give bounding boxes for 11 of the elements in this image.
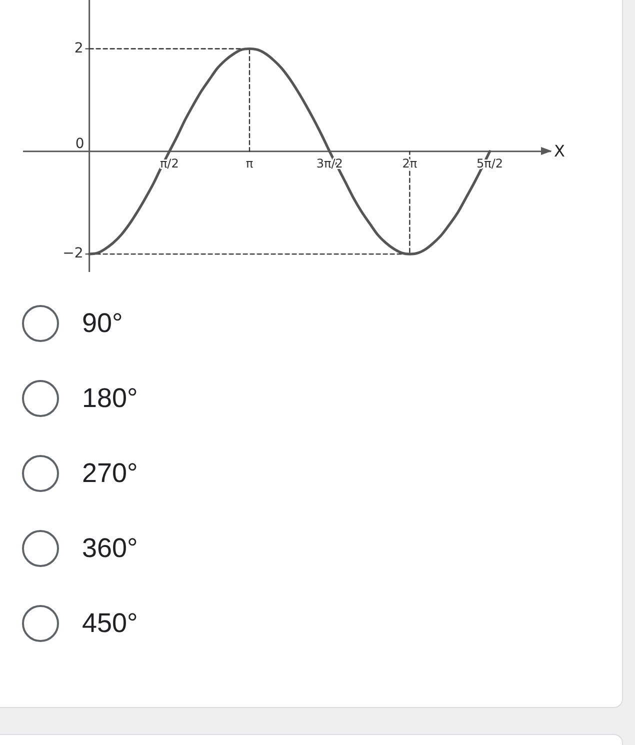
y-tick-label: 2 bbox=[74, 40, 84, 56]
text: 180° bbox=[82, 382, 138, 414]
y-tick-label: −2 bbox=[62, 246, 84, 262]
x-tick-label: π bbox=[246, 156, 254, 171]
x-axis-title: X bbox=[554, 142, 565, 161]
y-tick-label: 0 bbox=[75, 136, 84, 152]
text: 450° bbox=[82, 607, 138, 639]
text: 360° bbox=[82, 532, 138, 564]
x-tick-label: 2π bbox=[402, 156, 418, 171]
text: 90° bbox=[82, 307, 123, 339]
text: 270° bbox=[82, 457, 138, 489]
